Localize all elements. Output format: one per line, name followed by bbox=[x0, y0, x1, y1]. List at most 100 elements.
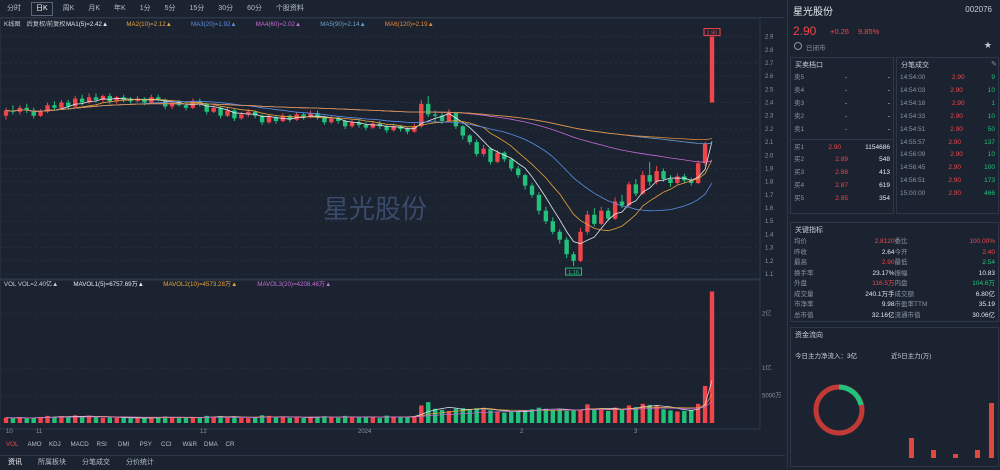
volume-bar bbox=[66, 417, 71, 423]
ma-line-ma1 bbox=[5, 97, 713, 245]
vol-tick: 2亿 bbox=[762, 309, 771, 317]
indicator-tab-9[interactable]: DMA bbox=[204, 441, 219, 448]
tab-1[interactable]: 日K bbox=[31, 1, 53, 16]
bid-row-cell-0: 买5 bbox=[794, 195, 805, 203]
volume-bar bbox=[682, 410, 687, 423]
low-label-box bbox=[565, 267, 583, 276]
stat-cell-1: 2.8120 bbox=[874, 238, 895, 245]
indicator-tab-2[interactable]: KDJ bbox=[49, 441, 61, 448]
candle-body bbox=[342, 121, 348, 127]
candle-body bbox=[522, 175, 528, 186]
trades-title: 分笔成交 bbox=[901, 62, 929, 69]
volume-bar bbox=[522, 410, 528, 423]
indicator-tab-7[interactable]: CCI bbox=[161, 441, 172, 448]
candle-body bbox=[391, 126, 396, 131]
tab-4[interactable]: 年K bbox=[114, 4, 126, 12]
volume-bar bbox=[246, 418, 251, 423]
trade-row: 14:54:33 2.90 10 bbox=[897, 111, 998, 124]
bottom-tab-0[interactable]: 资讯 bbox=[8, 459, 22, 466]
chart-area[interactable]: 2.9 2.8 2.7 2.6 2.5 2.4 2.3 2.2 2.1 2.0 1.9 1.8 1.7 1… bbox=[0, 17, 785, 451]
period-toolbar: 分时 日K 周K 月K 年K 1分 5分 15分 30分 60分 个股资料 bbox=[0, 0, 785, 18]
volume-bar bbox=[100, 417, 106, 423]
candle-body bbox=[370, 123, 376, 128]
candle-body bbox=[495, 152, 500, 162]
volume-bar bbox=[10, 418, 16, 423]
tab-9[interactable]: 60分 bbox=[247, 4, 262, 12]
candle-body bbox=[128, 99, 133, 102]
price-tick: 2.0 bbox=[765, 153, 774, 159]
stat-cell-3: 35.19 bbox=[978, 301, 995, 308]
bottom-tab-1[interactable]: 所属板块 bbox=[38, 459, 66, 466]
candle-body bbox=[336, 118, 341, 122]
volume-bar bbox=[31, 417, 36, 423]
indicator-tab-10[interactable]: CR bbox=[226, 441, 235, 448]
indicator-tab-3[interactable]: MACD bbox=[71, 441, 90, 448]
tab-8[interactable]: 30分 bbox=[218, 4, 234, 12]
star-icon[interactable]: ★ bbox=[983, 40, 992, 50]
indicator-tab-4[interactable]: RSI bbox=[97, 441, 108, 448]
candle-body bbox=[640, 175, 645, 194]
volume-bar bbox=[668, 410, 673, 423]
indicator-tab-0[interactable]: VOL bbox=[6, 441, 19, 448]
order-book-title: 买卖档口 bbox=[795, 62, 823, 69]
ask-row: 卖5 - - bbox=[791, 72, 893, 85]
volume-bar bbox=[391, 416, 396, 423]
candle-body bbox=[79, 98, 85, 103]
volume-bar bbox=[495, 412, 500, 423]
trade-row-cell-0: 14:56:09 bbox=[900, 151, 926, 159]
ask-row-cell-1: - bbox=[844, 86, 848, 94]
trade-row-cell-1: 2.90 bbox=[950, 125, 963, 133]
ask-row-cell-2: - bbox=[887, 99, 890, 107]
stat-cell-1: 240.1万手 bbox=[865, 290, 895, 298]
fund-bar-2 bbox=[931, 450, 936, 458]
ask-row-cell-0: 卖5 bbox=[794, 74, 805, 81]
candle-body bbox=[259, 115, 265, 123]
tab-6[interactable]: 5分 bbox=[164, 4, 176, 12]
bid-row-cell-1: 2.87 bbox=[835, 182, 848, 190]
indicator-tab-8[interactable]: W&R bbox=[183, 441, 198, 448]
indicator-tab-1[interactable]: AMO bbox=[28, 441, 42, 448]
candle-body bbox=[93, 97, 99, 100]
trade-row-cell-1: 2.90 bbox=[948, 164, 962, 172]
tab-10[interactable]: 个股资料 bbox=[275, 4, 304, 12]
trade-row-cell-1: 2.90 bbox=[948, 190, 962, 198]
tab-2[interactable]: 周K bbox=[62, 4, 75, 12]
kline-chart-svg[interactable]: 2.9 2.8 2.7 2.6 2.5 2.4 2.3 2.2 2.1 2.0 1.9 1.8 1.7 1… bbox=[0, 17, 785, 451]
tab-5[interactable]: 1分 bbox=[139, 4, 151, 12]
volume-bar bbox=[17, 417, 23, 423]
bid-row-cell-1: 2.88 bbox=[835, 169, 848, 177]
volume-bar bbox=[529, 409, 535, 423]
bottom-tab-3[interactable]: 分价统计 bbox=[126, 459, 154, 466]
stat-row: 成交量 240.1万手 成交额 6.80亿 bbox=[791, 290, 998, 301]
trade-row: 14:56:09 2.90 10 bbox=[897, 149, 998, 162]
candle-body bbox=[488, 148, 493, 162]
volume-bar bbox=[370, 417, 376, 423]
candle-body bbox=[585, 214, 590, 232]
trade-row-cell-0: 14:54:33 bbox=[900, 112, 926, 120]
fund-bar-4 bbox=[975, 450, 980, 458]
quote-panel: 星光股份 002076 2.90 +0.26 9.85% 已闭市 ★ 买卖档口 … bbox=[787, 0, 1000, 469]
candle-body bbox=[453, 113, 459, 127]
stat-cell-1: 2.64 bbox=[881, 248, 895, 256]
tab-7[interactable]: 15分 bbox=[189, 4, 205, 12]
volume-bar bbox=[280, 417, 286, 423]
stat-cell-3: 6.80亿 bbox=[975, 290, 995, 298]
edit-icon[interactable]: ✎ bbox=[991, 61, 997, 68]
stat-cell-2: 成交额 bbox=[894, 290, 915, 298]
bottom-tab-2[interactable]: 分笔成交 bbox=[82, 459, 110, 466]
volume-bar bbox=[502, 412, 507, 423]
ask-row-cell-0: 卖1 bbox=[794, 125, 805, 133]
candle-body bbox=[571, 254, 576, 261]
trade-row-cell-1: 2.90 bbox=[950, 112, 963, 120]
trade-row-cell-1: 2.90 bbox=[952, 74, 965, 81]
volume-bar bbox=[467, 409, 472, 423]
candle-body bbox=[232, 110, 237, 119]
indicator-tab-5[interactable]: DMI bbox=[118, 441, 130, 448]
volume-bar bbox=[536, 407, 542, 423]
candle-body bbox=[114, 97, 119, 102]
indicator-tab-6[interactable]: PSY bbox=[140, 441, 152, 448]
volume-bar bbox=[162, 416, 168, 423]
tab-3[interactable]: 月K bbox=[88, 4, 101, 12]
trade-row-cell-0: 14:56:45 bbox=[900, 164, 926, 172]
tab-0[interactable]: 分时 bbox=[7, 4, 21, 12]
